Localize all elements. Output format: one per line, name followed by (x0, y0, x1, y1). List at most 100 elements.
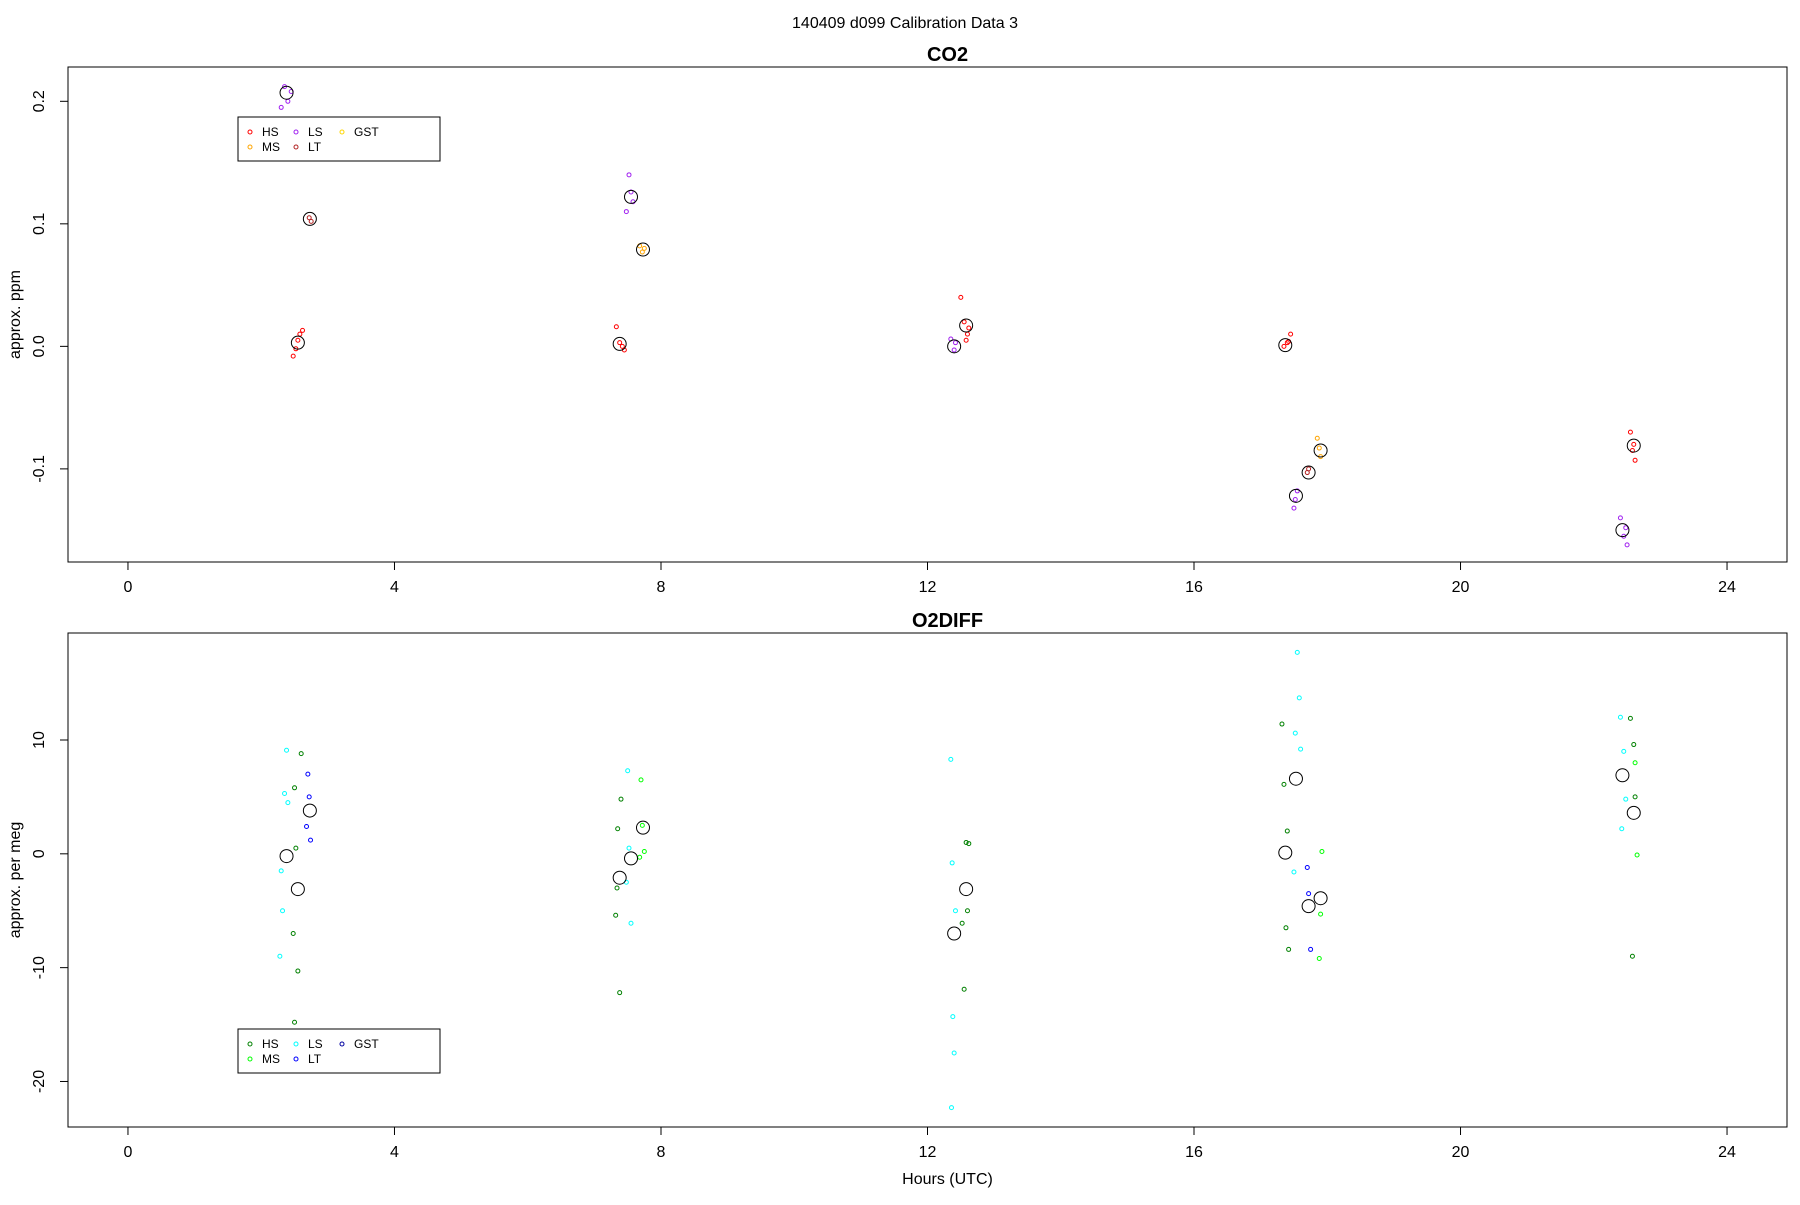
data-point (308, 218, 314, 224)
x-tick-label: 8 (657, 1144, 666, 1161)
data-point (295, 337, 301, 343)
data-point (1308, 946, 1314, 952)
data-point (958, 294, 964, 300)
legend-marker (293, 144, 299, 150)
x-axis: 0 4 8 12 16 20 24 (124, 561, 1736, 596)
data-point (1284, 340, 1290, 346)
data-point (638, 777, 644, 783)
series-hs (290, 294, 1638, 463)
data-point (961, 986, 967, 992)
data-point (1619, 826, 1625, 832)
data-point (277, 953, 283, 959)
data-point (1627, 715, 1633, 721)
y-tick-label: 0.0 (31, 335, 48, 357)
mean-point (624, 851, 639, 866)
data-point (1634, 852, 1640, 858)
data-point (1319, 849, 1325, 855)
data-point (1284, 828, 1290, 834)
legend-marker (293, 1041, 299, 1047)
data-point (285, 98, 291, 104)
data-point (1281, 343, 1287, 349)
legend-marker (247, 1041, 253, 1047)
data-point (951, 1050, 957, 1056)
data-point (1623, 525, 1629, 531)
figure-title: 140409 d099 Calibration Data 3 (792, 15, 1018, 32)
mean-point (1626, 438, 1641, 453)
mean-point (1313, 891, 1328, 906)
series-lt (306, 215, 1312, 476)
x-tick-label: 20 (1452, 1144, 1470, 1161)
series-ms (637, 760, 1640, 962)
x-axis: 0 4 8 12 16 20 24 (124, 1126, 1736, 1161)
mean-point (1615, 523, 1630, 538)
legend-marker (293, 129, 299, 135)
mean-point (290, 335, 305, 350)
data-point (1627, 429, 1633, 435)
data-point (639, 822, 645, 828)
data-point (1286, 946, 1292, 952)
data-point (614, 885, 620, 891)
y-tick-label: 0.1 (31, 213, 48, 235)
mean-point (624, 189, 639, 204)
series-ls (278, 84, 1630, 548)
data-point (1294, 649, 1300, 655)
y-tick-label: -20 (31, 1070, 48, 1093)
data-point (613, 324, 619, 330)
mean-point (1278, 338, 1293, 353)
data-point (1629, 953, 1635, 959)
data-point (290, 930, 296, 936)
y-tick-label: -10 (31, 956, 48, 979)
mean-point (1301, 465, 1316, 480)
mean-point (302, 803, 317, 818)
mean-point (290, 882, 305, 897)
mean-point (635, 242, 650, 257)
mean-point (959, 318, 974, 333)
legend-label: GST (354, 125, 379, 139)
data-point (626, 172, 632, 178)
mean-point (302, 211, 317, 226)
x-tick-label: 8 (657, 579, 666, 596)
data-point (1632, 794, 1638, 800)
data-point (298, 751, 304, 757)
data-point (308, 837, 314, 843)
data-point (278, 868, 284, 874)
data-point (964, 908, 970, 914)
x-tick-label: 12 (919, 1144, 937, 1161)
mean-point (947, 339, 962, 354)
data-point (306, 215, 312, 221)
data-point (1306, 466, 1312, 472)
data-point (617, 990, 623, 996)
mean-point (1313, 443, 1328, 458)
mean-point (1626, 805, 1641, 820)
legend-marker (339, 1041, 345, 1047)
legend-marker (247, 129, 253, 135)
x-tick-label: 12 (919, 579, 937, 596)
data-point (292, 785, 298, 791)
data-point (963, 337, 969, 343)
legend-marker (247, 1056, 253, 1062)
data-point (948, 1105, 954, 1111)
data-point (1617, 714, 1623, 720)
y-tick-label: 10 (31, 731, 48, 749)
data-point (1306, 891, 1312, 897)
x-tick-label: 20 (1452, 579, 1470, 596)
data-point (1298, 746, 1304, 752)
data-point (952, 908, 958, 914)
legend-label: LS (308, 1037, 323, 1051)
data-point (1296, 695, 1302, 701)
data-point (966, 325, 972, 331)
data-point (959, 920, 965, 926)
legend-label: LS (308, 125, 323, 139)
y-axis: -20 -10 0 10 (31, 731, 69, 1093)
data-point (292, 1019, 298, 1025)
panel-title: O2DIFF (912, 610, 983, 632)
data-point (1314, 435, 1320, 441)
data-point (293, 845, 299, 851)
y-axis-label: approx. ppm (7, 270, 24, 359)
mean-point (1288, 771, 1303, 786)
y-tick-label: 0.2 (31, 90, 48, 112)
data-point (1281, 781, 1287, 787)
data-point (626, 845, 632, 851)
